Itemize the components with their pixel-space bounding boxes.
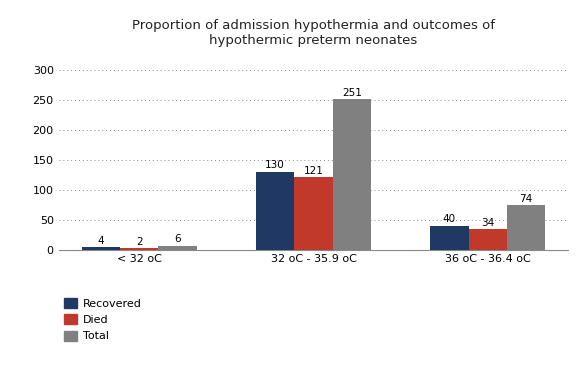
Bar <box>294 177 333 250</box>
Text: 2: 2 <box>136 237 142 247</box>
Text: 34: 34 <box>481 218 495 228</box>
Text: 40: 40 <box>443 214 456 224</box>
Bar <box>120 248 158 250</box>
Bar <box>82 247 120 250</box>
Bar <box>430 226 469 250</box>
Bar <box>256 172 294 250</box>
Text: 130: 130 <box>265 160 285 170</box>
Text: 6: 6 <box>174 235 181 244</box>
Text: 74: 74 <box>519 194 533 204</box>
Title: Proportion of admission hypothermia and outcomes of
hypothermic preterm neonates: Proportion of admission hypothermia and … <box>132 19 495 47</box>
Bar <box>158 246 197 250</box>
Text: 251: 251 <box>342 88 362 98</box>
Bar <box>469 229 507 250</box>
Legend: Recovered, Died, Total: Recovered, Died, Total <box>64 298 142 341</box>
Bar <box>507 205 545 250</box>
Text: 121: 121 <box>304 166 323 176</box>
Text: 4: 4 <box>98 236 104 246</box>
Bar <box>333 99 371 250</box>
